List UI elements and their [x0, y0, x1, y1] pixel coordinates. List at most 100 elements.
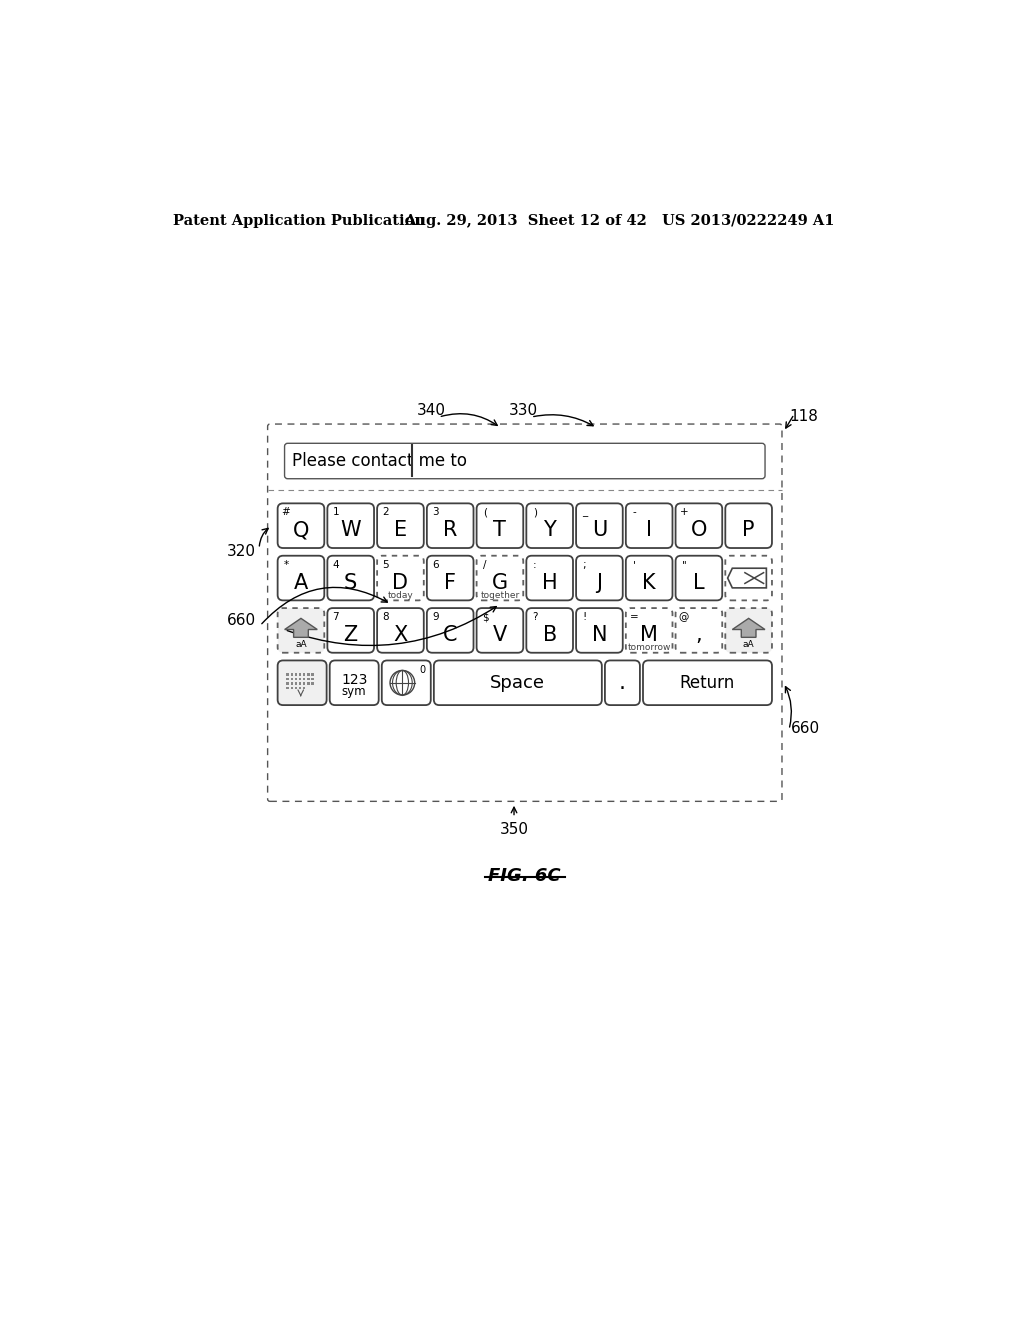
Polygon shape [732, 618, 765, 638]
Text: ;: ; [583, 560, 587, 570]
FancyBboxPatch shape [476, 609, 523, 653]
Text: Aug. 29, 2013  Sheet 12 of 42: Aug. 29, 2013 Sheet 12 of 42 [403, 214, 647, 228]
Text: *: * [284, 560, 289, 570]
Text: P: P [742, 520, 755, 540]
FancyBboxPatch shape [626, 556, 673, 601]
Text: 660: 660 [791, 721, 819, 735]
FancyBboxPatch shape [676, 503, 722, 548]
Bar [311, 682, 313, 685]
Text: 330: 330 [509, 404, 538, 418]
FancyBboxPatch shape [377, 503, 424, 548]
Text: ,: , [695, 624, 702, 645]
FancyBboxPatch shape [278, 660, 327, 705]
Text: Please contact me to: Please contact me to [292, 451, 467, 470]
Text: !: ! [583, 612, 587, 622]
Bar [307, 673, 309, 676]
Text: 1: 1 [333, 507, 339, 517]
FancyBboxPatch shape [377, 556, 424, 601]
Text: 320: 320 [227, 544, 256, 558]
Text: S: S [344, 573, 357, 593]
Bar [287, 686, 289, 689]
Text: T: T [494, 520, 506, 540]
Bar [311, 677, 313, 681]
FancyBboxPatch shape [328, 556, 374, 601]
Text: M: M [640, 624, 658, 645]
Bar [299, 686, 301, 689]
Text: K: K [642, 573, 656, 593]
Bar [299, 682, 301, 685]
Bar [307, 682, 309, 685]
Text: #: # [282, 507, 291, 517]
Text: $: $ [481, 612, 488, 622]
Text: J: J [596, 573, 602, 593]
FancyBboxPatch shape [725, 556, 772, 601]
Bar [291, 686, 293, 689]
FancyBboxPatch shape [577, 556, 623, 601]
Text: US 2013/0222249 A1: US 2013/0222249 A1 [662, 214, 835, 228]
Text: :: : [532, 560, 537, 570]
Text: 6: 6 [432, 560, 438, 570]
Text: aA: aA [742, 640, 755, 649]
FancyBboxPatch shape [676, 609, 722, 653]
Bar [299, 677, 301, 681]
Text: 350: 350 [500, 822, 528, 837]
Text: 2: 2 [382, 507, 389, 517]
Text: 340: 340 [417, 404, 445, 418]
Text: (: ( [483, 507, 487, 517]
Text: aA: aA [295, 640, 307, 649]
FancyBboxPatch shape [626, 609, 673, 653]
FancyBboxPatch shape [427, 556, 473, 601]
Text: R: R [443, 520, 458, 540]
Text: Y: Y [544, 520, 556, 540]
Text: ): ) [532, 507, 537, 517]
FancyBboxPatch shape [725, 503, 772, 548]
Text: H: H [542, 573, 557, 593]
Text: sym: sym [342, 685, 367, 698]
FancyBboxPatch shape [626, 503, 673, 548]
Text: 123: 123 [341, 673, 368, 688]
Text: V: V [493, 624, 507, 645]
Text: ': ' [633, 560, 636, 570]
Text: 9: 9 [432, 612, 438, 622]
Text: /: / [483, 560, 486, 570]
Polygon shape [285, 618, 317, 638]
Text: today: today [387, 590, 414, 599]
FancyBboxPatch shape [605, 660, 640, 705]
Bar [307, 677, 309, 681]
Text: L: L [693, 573, 705, 593]
Bar [303, 673, 305, 676]
Bar [287, 673, 289, 676]
Text: .: . [618, 673, 626, 693]
FancyBboxPatch shape [476, 556, 523, 601]
Text: O: O [691, 520, 708, 540]
Text: together: together [480, 590, 519, 599]
FancyBboxPatch shape [377, 609, 424, 653]
FancyBboxPatch shape [526, 503, 573, 548]
Text: U: U [592, 520, 607, 540]
FancyBboxPatch shape [526, 556, 573, 601]
FancyBboxPatch shape [328, 609, 374, 653]
Text: 7: 7 [333, 612, 339, 622]
Bar [291, 673, 293, 676]
FancyBboxPatch shape [434, 660, 602, 705]
FancyBboxPatch shape [427, 503, 473, 548]
Text: FIG. 6C: FIG. 6C [488, 867, 561, 884]
Text: E: E [394, 520, 407, 540]
Text: 4: 4 [333, 560, 339, 570]
Text: Z: Z [344, 624, 357, 645]
Bar [295, 686, 297, 689]
FancyBboxPatch shape [285, 444, 765, 479]
Bar [295, 677, 297, 681]
Text: ": " [682, 560, 686, 570]
Text: X: X [393, 624, 408, 645]
FancyBboxPatch shape [427, 609, 473, 653]
Text: _: _ [582, 507, 587, 517]
FancyBboxPatch shape [278, 503, 325, 548]
Text: I: I [646, 520, 652, 540]
FancyBboxPatch shape [676, 556, 722, 601]
FancyBboxPatch shape [725, 609, 772, 653]
Text: Space: Space [490, 673, 546, 692]
Text: A: A [294, 573, 308, 593]
Bar [287, 677, 289, 681]
Text: Patent Application Publication: Patent Application Publication [173, 214, 425, 228]
